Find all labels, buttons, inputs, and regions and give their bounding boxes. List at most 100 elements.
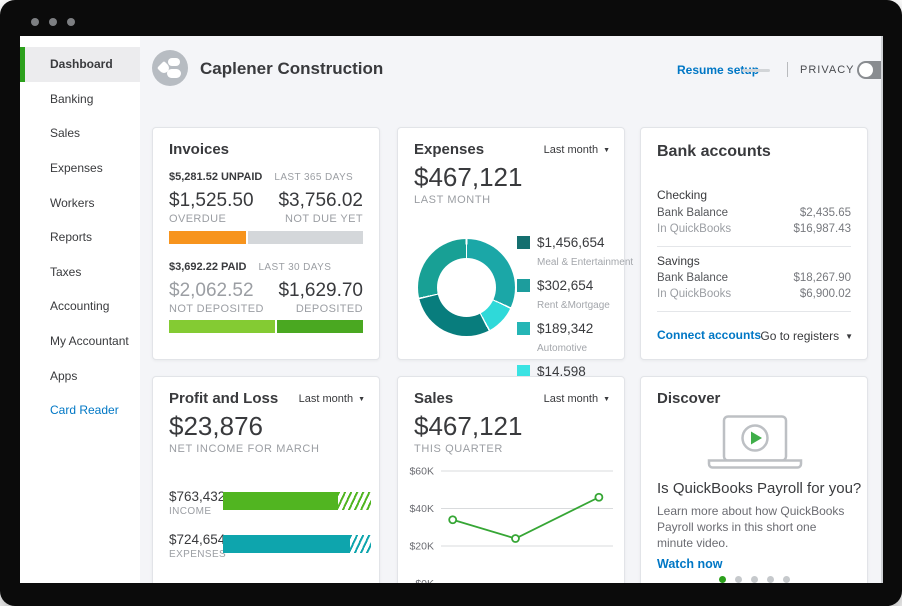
main-area: Caplener Construction Resume setup PRIVA… bbox=[140, 36, 883, 583]
sales-total-label: THIS QUARTER bbox=[414, 443, 503, 455]
row-label: In QuickBooks bbox=[657, 223, 732, 235]
sidebar-item-card-reader[interactable]: Card Reader bbox=[50, 403, 119, 418]
expenses-card: Expenses Last month ▼ $467,121 LAST MONT… bbox=[397, 127, 633, 397]
sidebar-item-taxes[interactable]: Taxes bbox=[50, 264, 82, 279]
deposited-bar-segment bbox=[276, 320, 363, 333]
not-due-bar-segment bbox=[247, 231, 363, 244]
row-label: In QuickBooks bbox=[657, 288, 732, 300]
paid-amounts-row: $2,062.52 $1,629.70 bbox=[169, 280, 363, 302]
paid-labels-row: NOT DEPOSITED DEPOSITED bbox=[169, 303, 363, 315]
sidebar-item-apps[interactable]: Apps bbox=[50, 368, 78, 383]
legend-label: Meal & Entertainment bbox=[537, 257, 634, 268]
carousel-dot[interactable] bbox=[766, 576, 774, 583]
video-player-icon bbox=[707, 415, 803, 469]
chevron-down-icon: ▼ bbox=[603, 395, 610, 403]
card-title: Profit and Loss bbox=[169, 390, 279, 407]
carousel-dot[interactable] bbox=[782, 576, 790, 583]
row-value: $6,900.02 bbox=[799, 288, 851, 300]
setup-progress-track bbox=[742, 69, 770, 72]
window-titlebar bbox=[0, 0, 902, 36]
carousel-dot[interactable] bbox=[734, 576, 742, 583]
unpaid-period: LAST 365 DAYS bbox=[274, 172, 354, 183]
paid-summary: $3,692.22 PAID LAST 30 DAYS bbox=[169, 261, 331, 273]
expenses-donut-chart bbox=[418, 239, 515, 336]
card-title: Discover bbox=[657, 390, 721, 407]
header-divider bbox=[787, 62, 788, 77]
sidebar-item-workers[interactable]: Workers bbox=[50, 195, 95, 210]
window-minimize-button[interactable] bbox=[49, 18, 57, 26]
row-label: Bank Balance bbox=[657, 207, 728, 219]
video-description: Learn more about how QuickBooks Payroll … bbox=[657, 504, 845, 550]
sidebar-item-my-accountant[interactable]: My Accountant bbox=[50, 334, 129, 349]
expenses-label: EXPENSES bbox=[169, 549, 227, 560]
expenses-total-label: LAST MONTH bbox=[414, 194, 491, 206]
toggle-knob-icon bbox=[859, 63, 873, 77]
legend-swatch-icon bbox=[517, 236, 530, 249]
row-value: $18,267.90 bbox=[793, 272, 851, 284]
legend-swatch-icon bbox=[517, 279, 530, 292]
not-due-amount: $3,756.02 bbox=[278, 190, 363, 211]
unpaid-progress-bar bbox=[169, 231, 363, 244]
legend-label: Rent &Mortgage bbox=[537, 300, 610, 311]
privacy-toggle[interactable] bbox=[857, 61, 883, 79]
expenses-bar-row: $724,654 EXPENSES bbox=[169, 532, 371, 568]
card-title: Bank accounts bbox=[657, 143, 771, 160]
net-income-label: NET INCOME FOR MARCH bbox=[169, 443, 320, 455]
card-title: Sales bbox=[414, 390, 454, 407]
sidebar-item-reports[interactable]: Reports bbox=[50, 230, 93, 245]
income-label: INCOME bbox=[169, 506, 212, 517]
play-icon[interactable] bbox=[751, 431, 762, 445]
sidebar: Dashboard Banking Sales Expenses Workers… bbox=[20, 36, 140, 583]
resume-setup-link[interactable]: Resume setup bbox=[677, 63, 760, 77]
carousel-dot[interactable] bbox=[750, 576, 758, 583]
period-dropdown-label: Last month bbox=[543, 393, 599, 405]
window-close-button[interactable] bbox=[31, 18, 39, 26]
unpaid-amount: $5,281.52 UNPAID bbox=[169, 171, 263, 183]
sidebar-item-banking[interactable]: Banking bbox=[50, 91, 94, 106]
sidebar-item-sales[interactable]: Sales bbox=[50, 126, 81, 141]
sidebar-item-expenses[interactable]: Expenses bbox=[50, 161, 103, 176]
profit-loss-card: Profit and Loss Last month ▼ $23,876 NET… bbox=[152, 376, 380, 583]
company-logo-icon bbox=[152, 50, 188, 86]
expenses-amount: $724,654 bbox=[169, 532, 226, 547]
not-due-label: NOT DUE YET bbox=[285, 213, 363, 225]
row-label: Bank Balance bbox=[657, 272, 728, 284]
svg-text:$60K: $60K bbox=[409, 466, 434, 478]
legend-amount: $14,598 bbox=[537, 364, 586, 379]
content-right-edge bbox=[881, 36, 883, 583]
sales-period-dropdown[interactable]: Last month ▼ bbox=[544, 393, 610, 405]
bank-accounts-card: Bank accounts Checking Bank Balance $2,4… bbox=[640, 127, 868, 360]
carousel-dots bbox=[641, 576, 867, 583]
card-title: Expenses bbox=[414, 141, 485, 158]
unpaid-labels-row: OVERDUE NOT DUE YET bbox=[169, 213, 363, 225]
expenses-total: $467,121 bbox=[414, 162, 523, 192]
divider bbox=[657, 311, 851, 312]
sidebar-item-accounting[interactable]: Accounting bbox=[50, 299, 110, 314]
go-to-registers-dropdown[interactable]: Go to registers ▼ bbox=[760, 329, 853, 343]
app-content: Dashboard Banking Sales Expenses Workers… bbox=[20, 36, 883, 583]
account-row: Bank Balance $2,435.65 bbox=[657, 207, 851, 219]
chevron-down-icon: ▼ bbox=[845, 331, 853, 341]
registers-label: Go to registers bbox=[760, 329, 840, 343]
legend-amount: $302,654 bbox=[537, 278, 594, 293]
overdue-label: OVERDUE bbox=[169, 213, 227, 225]
sales-card: Sales Last month ▼ $467,121 THIS QUARTER… bbox=[397, 376, 625, 583]
unpaid-amounts-row: $1,525.50 $3,756.02 bbox=[169, 190, 363, 212]
watch-now-link[interactable]: Watch now bbox=[657, 557, 723, 571]
window-zoom-button[interactable] bbox=[67, 18, 75, 26]
overdue-amount: $1,525.50 bbox=[169, 190, 254, 211]
pnl-period-dropdown[interactable]: Last month ▼ bbox=[299, 393, 365, 405]
expenses-period-dropdown[interactable]: Last month ▼ bbox=[544, 144, 610, 156]
connect-accounts-link[interactable]: Connect accounts bbox=[657, 328, 762, 342]
paid-period: LAST 30 DAYS bbox=[258, 262, 332, 273]
chevron-down-icon: ▼ bbox=[603, 146, 610, 154]
sidebar-item-dashboard[interactable]: Dashboard bbox=[20, 47, 140, 82]
video-title: Is QuickBooks Payroll for you? bbox=[657, 480, 862, 497]
paid-progress-bar bbox=[169, 320, 363, 333]
period-dropdown-label: Last month bbox=[543, 144, 599, 156]
deposited-label: DEPOSITED bbox=[295, 303, 363, 315]
deposited-amount: $1,629.70 bbox=[278, 280, 363, 301]
svg-text:$40K: $40K bbox=[409, 503, 434, 515]
row-value: $16,987.43 bbox=[793, 223, 851, 235]
carousel-dot[interactable] bbox=[718, 576, 726, 583]
